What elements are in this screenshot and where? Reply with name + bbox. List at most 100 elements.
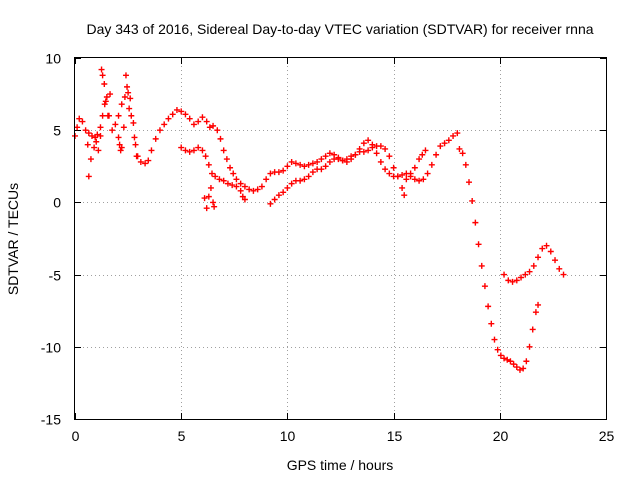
data-point-plus <box>82 127 89 134</box>
data-point-plus <box>523 358 530 365</box>
data-point-plus <box>407 170 414 177</box>
data-point-plus <box>510 361 517 368</box>
data-point-plus <box>386 170 393 177</box>
data-point-plus <box>416 177 423 184</box>
data-point-plus <box>182 111 189 118</box>
data-point-plus <box>445 137 452 144</box>
data-point-plus <box>433 151 440 158</box>
data-point-plus <box>520 365 527 372</box>
data-point-plus <box>142 160 149 167</box>
data-point-plus <box>377 158 384 165</box>
data-point-plus <box>365 137 372 144</box>
data-point-plus <box>547 248 554 255</box>
data-point-plus <box>85 130 92 137</box>
data-point-plus <box>394 173 401 180</box>
data-point-plus <box>419 151 426 158</box>
data-point-plus <box>122 72 129 79</box>
data-point-plus <box>422 147 429 154</box>
data-point-plus <box>437 143 444 150</box>
data-point-plus <box>292 160 299 167</box>
data-point-plus <box>543 242 550 249</box>
data-point-plus <box>497 352 504 359</box>
data-point-plus <box>127 95 134 102</box>
data-point-plus <box>230 170 237 177</box>
data-point-plus <box>297 177 304 184</box>
y-tick-label: -10 <box>41 340 61 356</box>
data-point-plus <box>501 271 508 278</box>
data-point-plus <box>120 124 127 131</box>
data-point-plus <box>454 130 461 137</box>
data-point-plus <box>125 89 132 96</box>
data-point-plus <box>275 192 282 199</box>
grid-lines <box>75 58 606 419</box>
data-point-plus <box>224 180 231 187</box>
data-point-plus <box>229 182 236 189</box>
data-point-plus <box>491 336 498 343</box>
data-point-plus <box>411 164 418 171</box>
data-point-plus <box>208 170 215 177</box>
data-point-plus <box>360 148 367 155</box>
data-point-plus <box>199 147 206 154</box>
data-point-plus <box>263 176 270 183</box>
data-point-plus <box>124 83 131 90</box>
data-point-plus <box>85 173 92 180</box>
plot-frame <box>74 57 607 420</box>
data-point-plus <box>97 132 104 139</box>
data-point-plus <box>428 161 435 168</box>
data-point-plus <box>284 163 291 170</box>
x-tick-label: 15 <box>387 428 403 444</box>
data-point-plus <box>522 271 529 278</box>
data-point-plus <box>195 118 202 125</box>
data-point-plus <box>348 153 355 160</box>
data-point-plus <box>399 171 406 178</box>
data-point-plus <box>103 93 110 100</box>
data-point-plus <box>201 195 208 202</box>
data-point-plus <box>469 197 476 204</box>
y-tick-label: 5 <box>53 123 61 139</box>
data-point-plus <box>459 150 466 157</box>
data-point-plus <box>478 262 485 269</box>
data-point-plus <box>99 112 106 119</box>
data-point-plus <box>233 183 240 190</box>
data-point-plus <box>117 147 124 154</box>
data-point-plus <box>475 241 482 248</box>
data-point-plus <box>205 161 212 168</box>
data-point-plus <box>314 158 321 165</box>
data-point-plus <box>227 164 234 171</box>
data-point-plus <box>216 176 223 183</box>
data-point-plus <box>118 144 125 151</box>
x-tick-label: 20 <box>493 428 509 444</box>
axis-ticks <box>75 58 607 420</box>
series-track-2 <box>84 66 567 373</box>
data-point-plus <box>305 161 312 168</box>
y-tick-label: -5 <box>49 268 62 284</box>
x-tick-label: 5 <box>178 428 186 444</box>
data-point-plus <box>339 157 346 164</box>
data-point-plus <box>513 364 520 371</box>
data-point-plus <box>318 156 325 163</box>
data-point-plus <box>246 186 253 193</box>
y-tick-label: -15 <box>41 412 61 428</box>
data-point-plus <box>271 196 278 203</box>
data-point-plus <box>76 115 83 122</box>
data-point-plus <box>556 265 563 272</box>
data-point-plus <box>237 180 244 187</box>
data-point-plus <box>399 184 406 191</box>
data-point-plus <box>403 176 410 183</box>
data-point-plus <box>335 156 342 163</box>
data-point-plus <box>118 101 125 108</box>
data-point-plus <box>322 163 329 170</box>
data-point-plus <box>352 151 359 158</box>
series-track-1 <box>72 89 461 194</box>
data-point-plus <box>343 156 350 163</box>
x-tick-label: 25 <box>599 428 615 444</box>
data-point-plus <box>84 141 91 148</box>
data-point-plus <box>481 283 488 290</box>
data-point-plus <box>297 161 304 168</box>
data-point-plus <box>258 183 265 190</box>
data-point-plus <box>178 144 185 151</box>
data-point-plus <box>560 271 567 278</box>
data-point-plus <box>137 158 144 165</box>
data-point-plus <box>532 309 539 316</box>
data-point-plus <box>102 98 109 105</box>
